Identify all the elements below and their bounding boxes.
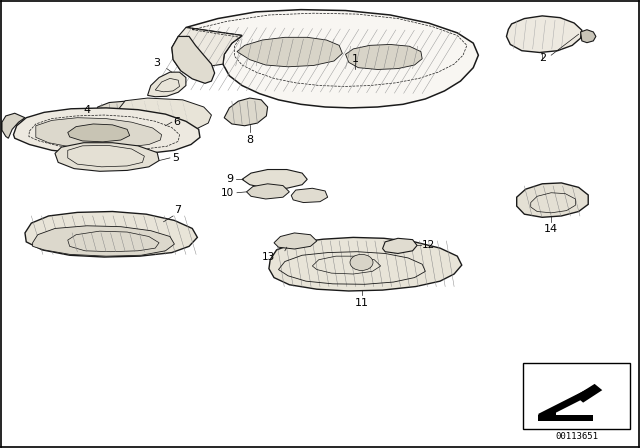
Polygon shape [538, 389, 593, 421]
Polygon shape [506, 16, 582, 52]
Polygon shape [13, 108, 200, 155]
Polygon shape [274, 233, 317, 249]
Polygon shape [36, 118, 162, 148]
Polygon shape [516, 183, 588, 217]
Polygon shape [224, 98, 268, 126]
Polygon shape [119, 98, 211, 130]
Text: 11: 11 [355, 297, 369, 308]
Circle shape [350, 254, 373, 271]
Text: 6: 6 [173, 117, 180, 127]
Polygon shape [68, 124, 130, 142]
Polygon shape [95, 101, 147, 119]
Polygon shape [346, 44, 422, 69]
Text: 3: 3 [154, 58, 161, 68]
Text: 5: 5 [172, 153, 179, 163]
Polygon shape [2, 113, 25, 138]
Polygon shape [269, 237, 462, 291]
Text: 1: 1 [351, 54, 358, 64]
Polygon shape [291, 188, 328, 202]
Polygon shape [383, 238, 417, 254]
Polygon shape [580, 30, 596, 43]
Text: 12: 12 [422, 241, 435, 250]
Text: 9: 9 [227, 174, 234, 184]
Text: 4: 4 [83, 105, 90, 115]
Polygon shape [33, 226, 174, 256]
Polygon shape [55, 143, 159, 171]
Polygon shape [575, 384, 602, 403]
Text: 14: 14 [544, 224, 558, 234]
Polygon shape [242, 169, 307, 188]
Polygon shape [25, 211, 197, 257]
Text: 10: 10 [221, 188, 234, 198]
Text: 8: 8 [246, 135, 253, 145]
Polygon shape [186, 9, 478, 108]
Polygon shape [538, 411, 593, 421]
Polygon shape [172, 27, 242, 71]
Text: 00113651: 00113651 [556, 432, 598, 441]
Text: 7: 7 [174, 205, 182, 215]
Polygon shape [148, 72, 186, 97]
Polygon shape [246, 184, 289, 199]
Bar [523, 363, 630, 430]
Polygon shape [237, 37, 342, 67]
Polygon shape [172, 36, 214, 83]
Text: 2: 2 [539, 53, 546, 64]
Text: 13: 13 [262, 252, 276, 262]
